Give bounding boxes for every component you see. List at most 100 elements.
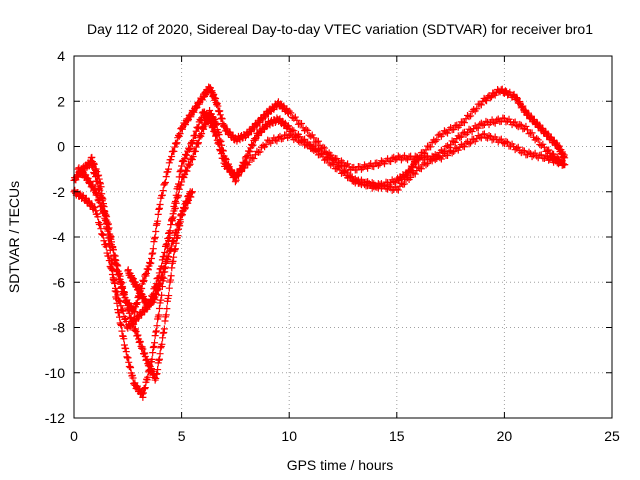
data-point — [109, 243, 117, 251]
data-point — [159, 329, 167, 337]
data-point — [140, 277, 148, 285]
data-point — [117, 302, 125, 310]
data-point — [100, 237, 108, 245]
data-point — [431, 156, 439, 164]
data-point — [152, 228, 160, 236]
data-point — [176, 130, 184, 138]
data-point — [189, 137, 197, 145]
data-point — [88, 153, 96, 161]
data-point — [105, 230, 113, 238]
data-point — [387, 158, 395, 166]
data-point — [407, 173, 415, 181]
y-tick-label: -8 — [53, 320, 66, 336]
data-point — [107, 235, 115, 243]
data-point — [333, 155, 341, 163]
data-point — [97, 183, 105, 191]
data-point — [242, 153, 250, 161]
data-point — [161, 263, 169, 271]
data-point — [522, 122, 530, 130]
data-point — [92, 166, 100, 174]
data-point — [183, 198, 191, 206]
data-point — [132, 300, 140, 308]
data-point — [171, 245, 179, 253]
data-point — [144, 373, 152, 381]
data-point — [165, 234, 173, 242]
data-point — [188, 154, 196, 162]
data-point — [102, 216, 110, 224]
data-point — [107, 254, 115, 262]
data-point — [165, 247, 173, 255]
data-point — [487, 93, 495, 101]
data-point — [454, 132, 462, 140]
data-point — [112, 256, 120, 264]
data-point — [159, 268, 167, 276]
data-point — [126, 363, 134, 371]
data-point — [467, 112, 475, 120]
data-point — [164, 256, 172, 264]
data-point — [175, 173, 183, 181]
data-point — [394, 152, 402, 160]
data-point — [165, 165, 173, 173]
data-point — [424, 160, 432, 168]
data-point — [241, 164, 249, 172]
data-point — [158, 291, 166, 299]
data-point — [153, 370, 161, 378]
data-point — [178, 162, 186, 170]
data-point — [245, 147, 253, 155]
data-point — [167, 272, 175, 280]
data-point — [113, 288, 121, 296]
data-point — [154, 217, 162, 225]
data-point — [119, 283, 127, 291]
data-point — [156, 279, 164, 287]
x-tick-label: 10 — [281, 428, 297, 444]
data-point — [534, 136, 542, 144]
data-point — [460, 143, 468, 151]
data-point — [114, 262, 122, 270]
data-point — [176, 216, 184, 224]
data-point — [465, 113, 473, 121]
data-point — [132, 328, 140, 336]
data-point — [155, 205, 163, 213]
data-point — [474, 124, 482, 132]
data-point — [138, 344, 146, 352]
data-point — [196, 116, 204, 124]
data-point — [154, 210, 162, 218]
data-point — [448, 149, 456, 157]
data-point — [310, 134, 318, 142]
data-point — [111, 252, 119, 260]
data-point — [94, 172, 102, 180]
data-point — [117, 320, 125, 328]
data-point — [123, 299, 131, 307]
data-point — [256, 148, 264, 156]
data-point — [111, 287, 119, 295]
data-point — [195, 139, 203, 147]
data-point — [90, 159, 98, 167]
data-point — [195, 123, 203, 131]
data-point — [159, 187, 167, 195]
data-point — [470, 106, 478, 114]
data-point — [110, 276, 118, 284]
data-point — [171, 197, 179, 205]
data-point — [130, 320, 138, 328]
data-point — [161, 264, 169, 272]
data-point — [517, 121, 525, 129]
data-point — [414, 156, 422, 164]
data-point — [480, 130, 488, 138]
data-point — [422, 146, 430, 154]
data-point — [314, 145, 322, 153]
data-point — [497, 135, 505, 143]
data-point — [156, 350, 164, 358]
data-point — [342, 161, 350, 169]
data-point — [370, 163, 378, 171]
data-point — [228, 166, 236, 174]
data-point — [456, 121, 464, 129]
data-point — [473, 105, 481, 113]
data-point — [305, 142, 313, 150]
data-point — [141, 385, 149, 393]
data-point — [120, 335, 128, 343]
data-point — [120, 288, 128, 296]
data-point — [198, 130, 206, 138]
data-point — [119, 307, 127, 315]
data-point — [217, 146, 225, 154]
data-point — [168, 216, 176, 224]
